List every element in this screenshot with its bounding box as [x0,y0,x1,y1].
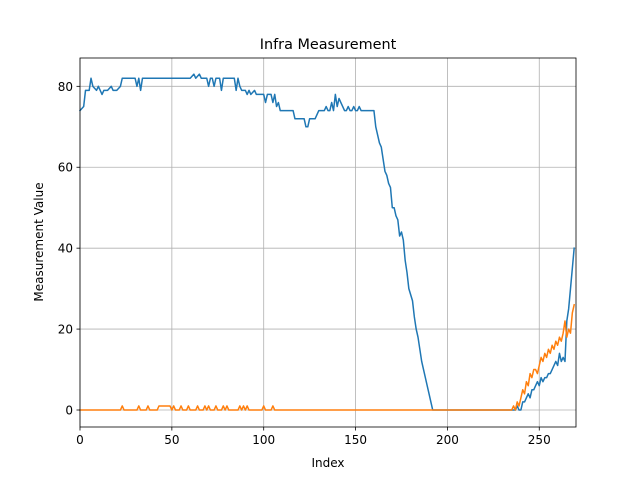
x-tick-label: 50 [164,433,179,447]
chart-title: Infra Measurement [260,37,397,53]
series-lines [78,73,576,411]
y-tick-label: 80 [58,80,73,94]
y-tick-label: 20 [58,323,73,337]
y-axis-label: Measurement Value [32,182,46,301]
y-axis-ticks: 0 20 40 60 80 [58,80,80,418]
y-tick-label: 0 [65,404,73,418]
plot-area [80,58,576,427]
y-tick-label: 60 [58,161,73,175]
x-axis-ticks: 0 50 100 150 200 250 [76,427,551,447]
plot-frame [79,57,577,428]
grid-lines [79,58,576,427]
y-tick-label: 40 [58,242,73,256]
series-line-1 [78,73,575,411]
x-tick-label: 0 [76,433,84,447]
x-tick-label: 150 [344,433,367,447]
x-tick-label: 200 [436,433,459,447]
x-axis-label: Index [311,456,344,470]
x-tick-label: 250 [528,433,551,447]
x-tick-label: 100 [252,433,275,447]
series-line-2 [79,303,576,411]
